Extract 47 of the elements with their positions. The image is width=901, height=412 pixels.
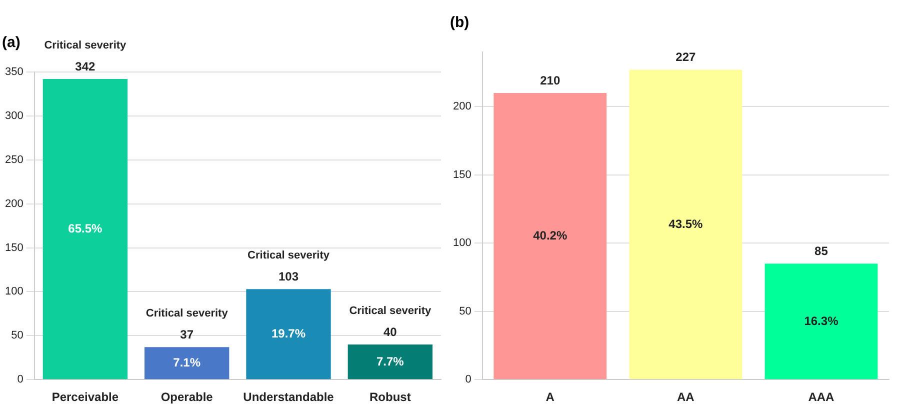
y-tick-label: 150 [4, 242, 24, 254]
bar [494, 92, 607, 380]
bar [246, 289, 331, 380]
annotation: 65.5% [68, 222, 103, 236]
bar [42, 79, 128, 380]
bar [144, 347, 230, 380]
annotation: 7.7% [376, 354, 404, 368]
annotation: 19.7% [271, 326, 306, 341]
annotation: Critical severity [44, 40, 128, 52]
x-tick-label: Perceivable [52, 390, 119, 404]
y-tick-label: 350 [4, 66, 24, 78]
y-tick-label: 200 [4, 198, 24, 210]
y-tick-label: 250 [4, 154, 24, 166]
bar [629, 70, 742, 380]
data-label: 103 [278, 269, 299, 284]
annotation: 7.1% [173, 356, 201, 370]
annotation: Critical severity [349, 304, 432, 317]
y-tick-label: 0 [465, 374, 472, 386]
y-tick-label: 200 [452, 100, 472, 113]
y-tick-label: 50 [11, 330, 24, 342]
data-label: 85 [814, 244, 828, 258]
bar [348, 344, 433, 380]
annotation: 16.3% [804, 314, 839, 328]
annotation: Critical severity [146, 308, 229, 320]
y-tick-label: 100 [452, 237, 472, 250]
data-label: 210 [540, 73, 560, 88]
annotation: 40.2% [533, 228, 568, 243]
chart-title: (a) [2, 34, 20, 52]
x-tick-label: Understandable [243, 390, 334, 404]
y-tick-label: 100 [4, 286, 24, 298]
x-tick-label: Robust [370, 390, 411, 404]
data-label: 227 [676, 50, 696, 64]
x-tick-label: Operable [160, 390, 214, 404]
annotation: 43.5% [668, 216, 704, 231]
x-tick-label: AAA [808, 390, 835, 404]
x-tick-label: AA [677, 390, 695, 404]
x-tick-label: A [546, 390, 555, 404]
data-label: 40 [383, 324, 398, 339]
y-tick-label: 0 [17, 374, 24, 386]
bar [764, 264, 878, 380]
chart-title: (b) [450, 14, 470, 32]
y-tick-label: 150 [452, 168, 472, 181]
data-label: 37 [180, 327, 194, 342]
y-tick-label: 50 [459, 305, 472, 318]
annotation: Critical severity [248, 250, 330, 262]
data-label: 342 [75, 59, 96, 74]
y-tick-label: 300 [4, 110, 24, 122]
